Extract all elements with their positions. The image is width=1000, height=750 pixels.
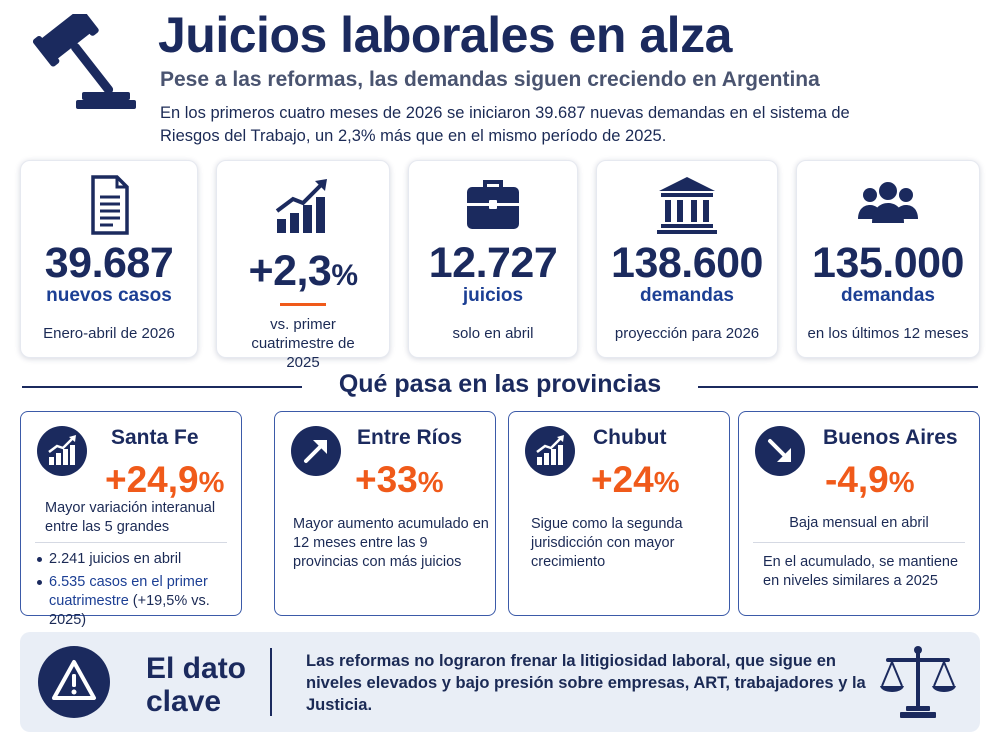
stat-card-proyeccion: 138.600 demandas proyección para 2026 — [596, 160, 778, 358]
provinces-section-title: Qué pasa en las provincias — [338, 370, 662, 398]
bullet-rest: (+19,5% vs. 2025) — [49, 593, 210, 628]
stat-value: 135.000 — [812, 239, 964, 287]
stat-note: solo en abril — [452, 325, 534, 342]
document-icon — [91, 175, 129, 235]
orange-divider — [280, 303, 326, 306]
province-value-number: +24,9 — [105, 459, 199, 500]
page-subtitle: Pese a las reformas, las demandas siguen… — [160, 68, 820, 91]
divider — [35, 542, 227, 543]
province-card-buenos-aires: Buenos Aires -4,9% Baja mensual en abril… — [738, 411, 980, 616]
province-name: Chubut — [593, 426, 667, 449]
scales-of-justice-icon — [880, 646, 956, 718]
stat-value: 12.727 — [428, 239, 558, 287]
province-value: -4,9% — [825, 459, 915, 501]
key-fact-text: Las reformas no lograron frenar la litig… — [306, 652, 866, 714]
stat-card-ultimos-12-meses: 135.000 demandas en los últimos 12 meses — [796, 160, 980, 358]
stat-value: 39.687 — [44, 239, 174, 287]
province-value-suffix: % — [888, 467, 915, 499]
province-card-chubut: Chubut +24% Sigue como la segunda jurisd… — [508, 411, 730, 616]
stat-unit: juicios — [462, 285, 524, 306]
list-item: 2.241 juicios en abril — [35, 550, 235, 569]
section-rule-right — [698, 386, 978, 388]
bullet-highlight: 6.535 casos en el primer cuatrimestre — [49, 574, 208, 609]
province-value-suffix: % — [198, 467, 225, 499]
stat-note: proyección para 2026 — [614, 325, 760, 342]
gavel-icon — [32, 14, 136, 109]
stat-value: +2,3% — [217, 247, 389, 296]
province-description: Mayor variación interanual entre las 5 g… — [45, 500, 216, 535]
warning-icon — [38, 646, 110, 718]
arrow-down-right-icon — [755, 426, 805, 476]
stat-note: en los últimos 12 meses — [807, 325, 969, 342]
province-note: En el acumulado, se mantiene en niveles … — [763, 554, 959, 589]
courthouse-icon — [657, 177, 717, 234]
province-value: +24% — [591, 459, 680, 501]
province-value-number: -4,9 — [825, 459, 889, 500]
province-value-suffix: % — [653, 467, 680, 499]
province-name: Buenos Aires — [823, 426, 958, 449]
vertical-divider — [270, 648, 272, 716]
stat-unit: demandas — [640, 285, 734, 306]
province-value: +33% — [355, 459, 444, 501]
people-icon — [858, 182, 918, 223]
growth-chart-icon — [37, 426, 87, 476]
divider — [753, 542, 965, 543]
province-bullets: 2.241 juicios en abril 6.535 casos en el… — [35, 550, 235, 634]
province-card-santa-fe: Santa Fe +24,9% Mayor variación interanu… — [20, 411, 242, 628]
province-value-number: +33 — [355, 459, 418, 500]
province-value-suffix: % — [417, 467, 444, 499]
stat-card-nuevos-casos: 39.687 nuevos casos Enero-abril de 2026 — [20, 160, 198, 358]
stat-value: 138.600 — [611, 239, 763, 287]
province-description: Mayor aumento acumulado en 12 meses entr… — [293, 516, 489, 570]
stat-unit: demandas — [841, 285, 935, 306]
province-card-entre-rios: Entre Ríos +33% Mayor aumento acumulado … — [274, 411, 496, 616]
key-fact-label: El dato clave — [146, 652, 247, 718]
growth-chart-icon — [525, 426, 575, 476]
province-name: Santa Fe — [111, 426, 199, 449]
key-fact-banner: El dato clave Las reformas no lograron f… — [20, 632, 980, 732]
list-item: 6.535 casos en el primer cuatrimestre (+… — [35, 573, 235, 630]
province-value-number: +24 — [591, 459, 654, 500]
page-title: Juicios laborales en alza — [158, 7, 732, 63]
arrow-up-right-icon — [291, 426, 341, 476]
province-value: +24,9% — [105, 459, 224, 501]
growth-chart-icon — [275, 179, 327, 233]
stat-value-number: +2,3 — [248, 247, 332, 295]
province-description: Baja mensual en abril — [789, 515, 929, 531]
province-name: Entre Ríos — [357, 426, 463, 449]
briefcase-icon — [467, 180, 519, 229]
section-rule-left — [22, 386, 302, 388]
stat-note: Enero-abril de 2026 — [43, 325, 175, 342]
stat-card-variacion: +2,3% vs. primer cuatrimestre de 2025 — [216, 160, 390, 371]
intro-paragraph: En los primeros cuatro meses de 2026 se … — [160, 104, 850, 145]
province-description: Sigue como la segunda jurisdicción con m… — [531, 516, 683, 570]
stat-value-suffix: % — [331, 259, 358, 292]
stat-unit: nuevos casos — [46, 285, 172, 306]
stat-note: vs. primer cuatrimestre de 2025 — [251, 316, 355, 371]
stat-card-juicios-abril: 12.727 juicios solo en abril — [408, 160, 578, 358]
